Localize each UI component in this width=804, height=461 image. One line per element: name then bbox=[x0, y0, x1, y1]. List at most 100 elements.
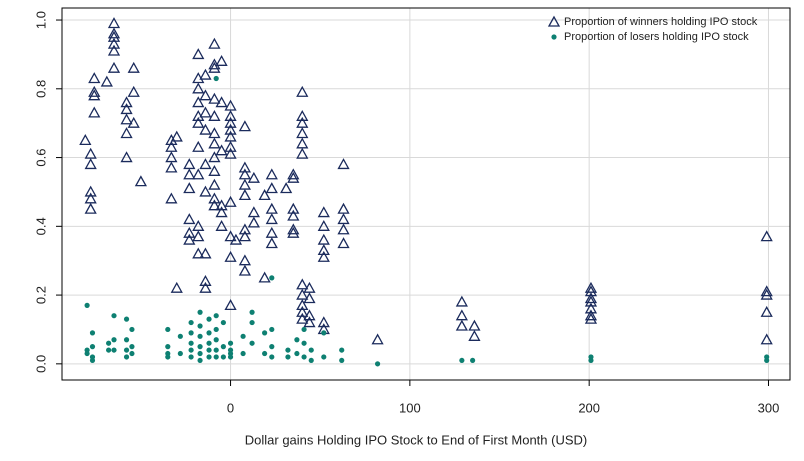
triangle-marker bbox=[134, 175, 148, 187]
circle-marker bbox=[321, 354, 327, 360]
triangle-marker bbox=[183, 182, 196, 194]
circle-marker bbox=[213, 313, 219, 319]
circle-marker bbox=[249, 309, 255, 315]
triangle-marker bbox=[265, 202, 278, 214]
triangle-marker bbox=[296, 116, 309, 128]
triangle-marker bbox=[238, 161, 252, 173]
triangle-marker bbox=[296, 278, 309, 290]
y-tick-label: 0.6 bbox=[33, 149, 48, 167]
triangle-marker bbox=[199, 123, 212, 135]
circle-marker bbox=[188, 319, 194, 326]
triangle-marker bbox=[199, 281, 212, 293]
triangle-marker bbox=[215, 199, 228, 211]
circle-marker bbox=[165, 326, 171, 333]
triangle-marker bbox=[247, 206, 260, 218]
triangle-marker bbox=[208, 199, 221, 211]
triangle-marker bbox=[238, 254, 252, 266]
triangle-marker bbox=[238, 120, 252, 132]
y-tick-label: 0.0 bbox=[33, 355, 48, 373]
triangle-marker bbox=[303, 316, 316, 328]
triangle-marker bbox=[88, 85, 101, 97]
triangle-marker bbox=[303, 292, 316, 304]
circle-marker bbox=[374, 361, 381, 367]
circle-marker bbox=[285, 347, 291, 353]
triangle-marker bbox=[192, 230, 205, 242]
circle-marker bbox=[89, 357, 96, 364]
triangle-marker bbox=[183, 233, 196, 245]
triangle-marker bbox=[192, 140, 205, 152]
circle-marker bbox=[84, 350, 90, 357]
triangle-marker bbox=[287, 209, 300, 221]
triangle-marker bbox=[79, 134, 92, 146]
circle-marker bbox=[89, 330, 96, 336]
circle-marker bbox=[129, 350, 135, 357]
y-tick-label: 0.4 bbox=[33, 217, 48, 235]
triangle-marker bbox=[287, 226, 300, 238]
circle-marker bbox=[227, 340, 234, 346]
circle-marker bbox=[188, 330, 194, 336]
triangle-marker bbox=[199, 247, 212, 259]
triangle-marker bbox=[224, 140, 237, 152]
triangle-marker bbox=[165, 140, 178, 152]
triangle-marker bbox=[120, 96, 133, 108]
triangle-marker bbox=[183, 226, 196, 238]
circle-marker bbox=[188, 354, 194, 360]
triangle-marker bbox=[199, 89, 212, 101]
triangle-marker bbox=[468, 329, 481, 341]
triangle-marker bbox=[120, 127, 133, 139]
triangle-marker bbox=[192, 116, 205, 128]
circle-marker bbox=[165, 354, 171, 360]
triangle-marker bbox=[296, 305, 309, 317]
circle-marker bbox=[123, 337, 130, 343]
triangle-marker bbox=[208, 151, 221, 163]
circle-marker bbox=[206, 316, 212, 322]
circle-marker bbox=[188, 347, 194, 353]
triangle-marker bbox=[317, 206, 330, 218]
triangle-marker bbox=[760, 285, 773, 297]
triangle-marker bbox=[455, 309, 468, 321]
triangle-marker bbox=[84, 192, 97, 204]
circle-marker bbox=[213, 347, 219, 353]
triangle-marker bbox=[296, 147, 309, 159]
triangle-marker bbox=[287, 202, 300, 214]
circle-marker bbox=[111, 313, 117, 319]
triangle-marker bbox=[265, 213, 278, 225]
triangle-marker bbox=[208, 164, 221, 176]
triangle-marker bbox=[468, 319, 481, 331]
triangle-marker bbox=[199, 106, 212, 118]
triangle-marker bbox=[165, 134, 178, 146]
triangle-marker bbox=[265, 168, 278, 180]
triangle-marker bbox=[208, 178, 221, 190]
x-tick-label: 0 bbox=[227, 400, 234, 415]
triangle-marker bbox=[224, 250, 237, 262]
triangle-marker bbox=[208, 192, 221, 204]
circle-marker bbox=[308, 347, 314, 353]
circle-marker bbox=[213, 354, 219, 360]
triangle-marker bbox=[88, 106, 101, 118]
triangle-marker bbox=[84, 147, 97, 159]
x-tick-label: 200 bbox=[578, 400, 600, 415]
y-tick-label: 0.2 bbox=[33, 286, 48, 304]
circle-marker bbox=[269, 326, 275, 333]
triangle-marker bbox=[208, 37, 221, 49]
triangle-marker bbox=[88, 72, 101, 84]
triangle-marker bbox=[84, 185, 97, 197]
triangle-marker bbox=[287, 223, 300, 235]
triangle-marker bbox=[224, 147, 237, 159]
triangle-marker bbox=[238, 230, 252, 242]
circle-marker bbox=[588, 357, 594, 364]
triangle-marker bbox=[208, 127, 221, 139]
triangle-marker bbox=[165, 161, 178, 173]
circle-marker bbox=[294, 337, 300, 343]
circle-marker bbox=[301, 354, 307, 360]
circle-marker bbox=[111, 347, 117, 353]
triangle-marker bbox=[280, 182, 293, 194]
triangle-marker bbox=[170, 130, 183, 142]
triangle-marker bbox=[337, 213, 350, 225]
triangle-marker bbox=[229, 233, 243, 245]
circle-marker bbox=[308, 357, 314, 364]
x-axis-label: Dollar gains Holding IPO Stock to End of… bbox=[245, 432, 587, 447]
circle-marker bbox=[84, 302, 90, 308]
triangle-marker bbox=[371, 333, 384, 345]
